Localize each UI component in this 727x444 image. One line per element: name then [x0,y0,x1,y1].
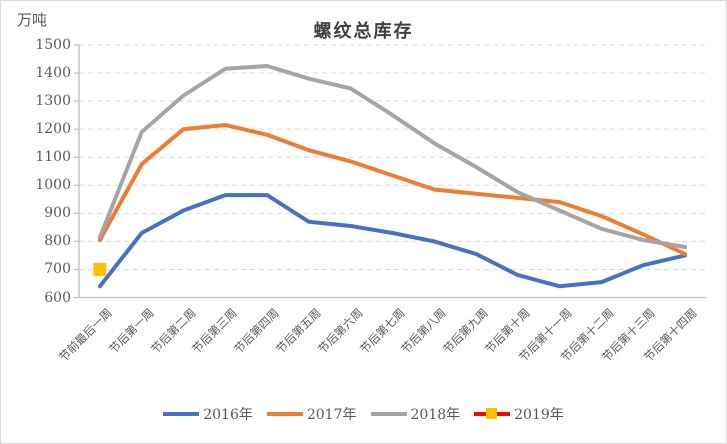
y-axis-label-1000: 1000 [35,177,71,194]
legend-item-2017年: 2017年 [266,404,357,424]
y-axis-label-1200: 1200 [35,121,71,138]
series-line-2016年 [97,193,688,289]
legend-marker-square-2019年 [486,408,498,420]
legend-swatch-2019年 [474,408,511,420]
legend-item-2018年: 2018年 [370,404,461,424]
y-axis-label-1400: 1400 [35,65,71,82]
legend: 2016年 2017年 2018年 2019年 [1,404,726,424]
y-axis-label-900: 900 [44,205,71,222]
y-axis-label-1100: 1100 [35,149,71,166]
legend-swatch-2018年 [370,411,407,417]
legend-item-2019年: 2019年 [474,404,564,424]
y-axis-label-600: 600 [44,289,71,306]
legend-swatch-2017年 [266,411,303,417]
series-line-2018年 [97,64,688,249]
y-axis-label-800: 800 [44,233,71,250]
series-line-2017年 [97,123,688,256]
y-axis-label-1500: 1500 [35,37,71,53]
chart-title: 螺纹总库存 [313,21,414,42]
y-axis-label-1300: 1300 [35,93,71,110]
legend-label-2017年: 2017年 [306,407,357,423]
legend-item-2016年: 2016年 [163,404,253,424]
legend-label-2018年: 2018年 [410,407,461,423]
series-marker-2019年 [93,262,107,276]
y-axis-unit-label: 万吨 [17,11,48,29]
legend-swatch-2016年 [163,411,200,417]
legend-label-2019年: 2019年 [514,407,564,423]
legend-label-2016年: 2016年 [203,407,253,423]
y-axis-label-700: 700 [44,261,71,278]
